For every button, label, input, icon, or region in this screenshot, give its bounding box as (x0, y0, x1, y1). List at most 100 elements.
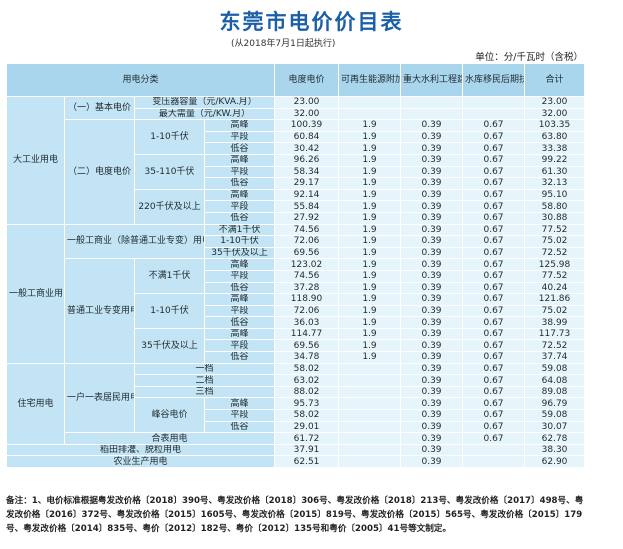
voltage-35-110kv: 35-110千伏 (134, 153, 205, 190)
renewable-cell (338, 420, 402, 434)
category-general-commercial: 一般工商业用电 (6, 223, 65, 364)
footnote: 备注：1、电价标准根据粤发改价格〔2018〕390号、粤发改价格〔2018〕30… (6, 496, 584, 534)
water-fund-cell: 0.39 (400, 420, 464, 434)
effective-date: (从2018年7月1日起执行) (231, 39, 336, 49)
period-flat: 平段 (203, 165, 276, 179)
reservoir-fund-cell: 0.67 (462, 177, 526, 190)
combined-meter-label: 合表用电 (63, 432, 276, 445)
voltage-35kv-above: 35千伏及以上 (203, 246, 276, 260)
table-row: 低谷 29.17 1.9 0.39 0.67 32.13 (7, 177, 586, 190)
reservoir-fund-cell (462, 443, 526, 457)
tier-3: 三档 (133, 385, 276, 399)
water-fund-cell: 0.39 (400, 246, 464, 260)
table-row: 合表用电 61.72 0.39 0.67 62.78 (7, 432, 586, 445)
reservoir-fund-cell (462, 107, 526, 121)
total-cell: 23.00 (524, 96, 586, 109)
voltage-1-10kv: 1-10千伏 (134, 293, 205, 329)
price-cell: 30.42 (274, 142, 340, 155)
table-row: 大工业用电 （一）基本电价 变压器容量（元/KVA.月） 23.00 23.00 (6, 95, 586, 225)
total-cell: 62.90 (524, 455, 586, 468)
header-renewable: 可再生能源附加 (338, 63, 402, 97)
voltage-below-1kv: 不满1千伏 (134, 258, 205, 295)
water-fund-cell: 0.39 (400, 165, 464, 179)
table-row: （二）电度电价 1-10千伏 高峰 100.39 1.9 0.39 0.67 103.3… (7, 119, 586, 225)
water-fund-cell: 0.39 (400, 235, 464, 248)
period-flat: 平段 (203, 304, 276, 318)
renewable-cell (338, 397, 402, 411)
table-row: 220千伏及以上 高峰 92.14 1.9 0.39 0.67 95.10 (7, 188, 586, 225)
period-peak: 高峰 (203, 153, 276, 167)
renewable-cell (338, 107, 402, 121)
table-row: 峰谷电价 高峰 95.73 0.39 0.67 96.79 (7, 397, 586, 434)
voltage-220kv-above: 220千伏及以上 (134, 188, 205, 225)
period-valley: 低谷 (203, 211, 276, 225)
reservoir-fund-cell: 0.67 (462, 374, 526, 387)
table-row: 二档 63.02 0.39 0.67 64.08 (7, 374, 586, 387)
table-row: 平段 60.84 1.9 0.39 0.67 63.80 (7, 130, 586, 144)
price-cell: 23.00 (274, 96, 340, 109)
water-fund-cell: 0.39 (400, 409, 464, 422)
water-fund-cell (400, 107, 464, 121)
table-row: 平段 55.84 1.9 0.39 0.67 58.80 (7, 200, 586, 213)
renewable-cell: 1.9 (338, 339, 402, 353)
reservoir-fund-cell: 0.67 (462, 119, 526, 132)
renewable-cell: 1.9 (338, 211, 402, 225)
table-row: 平段 74.56 1.9 0.39 0.67 77.52 (7, 269, 586, 283)
water-fund-cell: 0.39 (400, 351, 464, 364)
table-row: 农业生产用电 62.51 0.39 62.90 (5, 455, 586, 468)
tier-2: 二档 (133, 374, 276, 387)
period-flat: 平段 (203, 200, 276, 213)
period-peak: 高峰 (203, 188, 276, 202)
period-valley: 低谷 (203, 316, 276, 329)
water-fund-cell: 0.39 (400, 281, 464, 295)
reservoir-fund-cell: 0.67 (462, 188, 526, 202)
basic-price-label: （一）基本电价 (64, 95, 135, 121)
price-cell: 58.34 (274, 165, 340, 179)
table-row: 一般工商业用电 一般工商业（除普通工业专变）用电 不满1千伏 74.561.90… (6, 223, 586, 364)
total-cell: 72.52 (524, 246, 586, 260)
reservoir-fund-cell: 0.67 (462, 246, 526, 260)
reservoir-fund-cell: 0.67 (462, 281, 526, 295)
tier-1: 一档 (133, 362, 276, 376)
price-cell: 29.17 (274, 177, 340, 190)
total-cell: 75.02 (524, 235, 586, 248)
water-fund-cell: 0.39 (400, 269, 464, 283)
renewable-cell (338, 96, 402, 109)
water-fund-cell: 0.39 (400, 188, 464, 202)
reservoir-fund-cell (462, 455, 526, 468)
renewable-cell: 1.9 (338, 304, 402, 318)
price-cell: 88.02 (274, 385, 340, 399)
category-large-industry: 大工业用电 (6, 96, 65, 225)
category-residential: 住宅用电 (6, 362, 65, 445)
reservoir-fund-cell: 0.67 (462, 293, 526, 306)
price-cell: 92.14 (274, 188, 340, 202)
reservoir-fund-cell: 0.67 (462, 223, 526, 237)
period-flat: 平段 (203, 409, 276, 422)
reservoir-fund-cell: 0.67 (462, 258, 526, 271)
table-row: 低谷 27.92 1.9 0.39 0.67 30.88 (7, 211, 586, 225)
voltage-below-1kv: 不满1千伏 (203, 223, 276, 237)
total-cell: 95.10 (524, 188, 586, 202)
reservoir-fund-cell: 0.67 (462, 339, 526, 353)
price-cell: 123.02 (274, 258, 340, 271)
table-row: 低谷 36.03 1.9 0.39 0.67 38.99 (7, 316, 586, 329)
period-valley: 低谷 (203, 177, 276, 190)
price-cell: 36.03 (274, 316, 340, 329)
table-row: 平段 58.34 1.9 0.39 0.67 61.30 (7, 165, 586, 179)
water-fund-cell: 0.39 (400, 362, 464, 376)
total-cell: 32.13 (524, 177, 586, 190)
renewable-cell: 1.9 (338, 293, 402, 306)
water-fund-cell: 0.39 (400, 223, 464, 237)
period-valley: 低谷 (203, 420, 276, 434)
total-cell: 33.38 (524, 142, 586, 155)
header-category: 用电分类 (5, 63, 276, 97)
voltage-1-10kv: 1-10千伏 (134, 119, 205, 155)
total-cell: 99.22 (524, 153, 586, 167)
price-cell: 55.84 (274, 200, 340, 213)
reservoir-fund-cell: 0.67 (462, 142, 526, 155)
energy-price-label: （二）电度电价 (64, 119, 135, 225)
table-row: 三档 88.02 0.39 0.67 89.08 (7, 385, 586, 399)
renewable-cell: 1.9 (338, 351, 402, 364)
price-cell: 69.56 (274, 339, 340, 353)
reservoir-fund-cell: 0.67 (462, 316, 526, 329)
